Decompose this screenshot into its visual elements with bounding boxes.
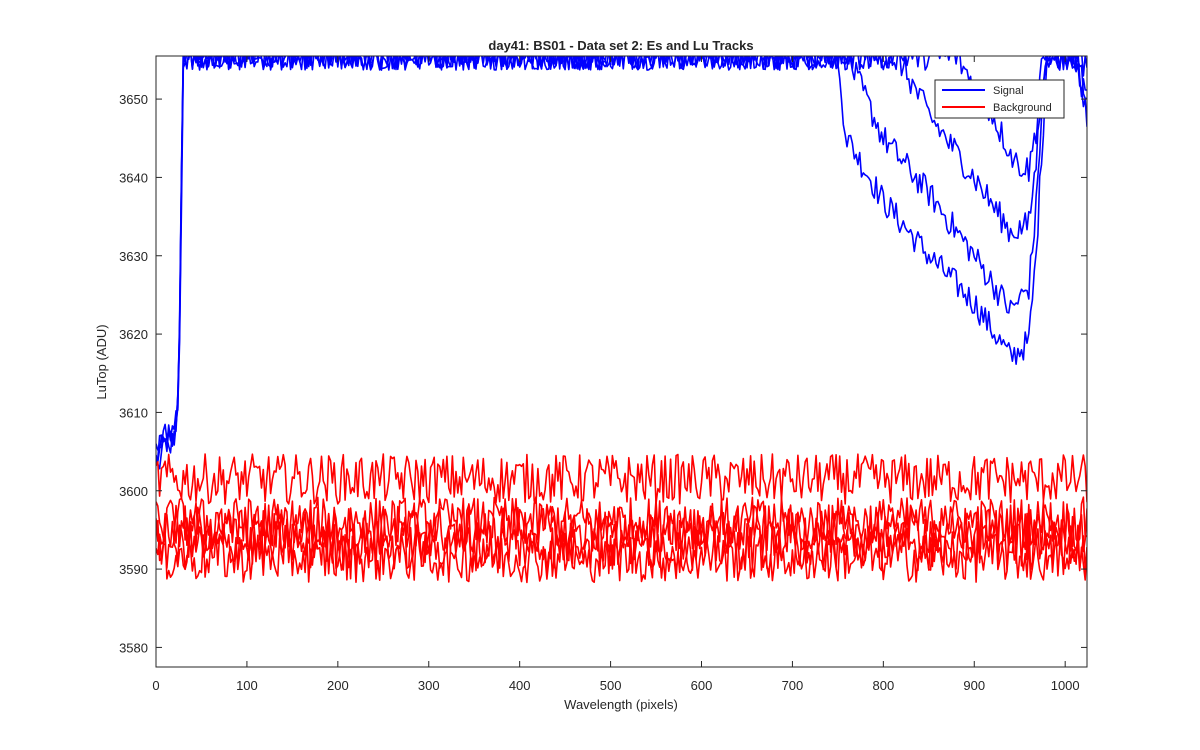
x-tick-label: 500 xyxy=(600,678,622,693)
legend-label-background: Background xyxy=(993,102,1052,114)
background-series-line-8 xyxy=(156,531,1087,584)
signal-series-line-1 xyxy=(156,56,1087,451)
y-tick-label: 3630 xyxy=(119,249,148,264)
y-tick-label: 3600 xyxy=(119,484,148,499)
x-tick-label: 600 xyxy=(691,678,713,693)
x-tick-label: 200 xyxy=(327,678,349,693)
y-tick-label: 3580 xyxy=(119,640,148,655)
y-tick-label: 3640 xyxy=(119,170,148,185)
y-tick-label: 3620 xyxy=(119,327,148,342)
signal-series-line-3 xyxy=(156,56,1087,465)
x-tick-label: 700 xyxy=(782,678,804,693)
y-tick-label: 3610 xyxy=(119,405,148,420)
x-axis-label: Wavelength (pixels) xyxy=(564,697,678,712)
background-series-line-5 xyxy=(156,496,1087,548)
background-series-line-4 xyxy=(156,453,1087,505)
x-tick-label: 1000 xyxy=(1051,678,1080,693)
x-tick-label: 300 xyxy=(418,678,440,693)
y-axis-label: LuTop (ADU) xyxy=(94,324,109,399)
background-series-line-6 xyxy=(156,504,1087,556)
y-axis: 3580 3590 3600 3610 3620 3630 3640 3650 xyxy=(119,92,1087,655)
y-tick-label: 3590 xyxy=(119,562,148,577)
chart-title: day41: BS01 - Data set 2: Es and Lu Trac… xyxy=(488,38,753,53)
plot-frame xyxy=(155,55,1088,668)
x-tick-label: 0 xyxy=(152,678,159,693)
x-tick-label: 900 xyxy=(963,678,985,693)
legend: Signal Background xyxy=(934,79,1065,119)
legend-box xyxy=(934,79,1065,119)
plot-area xyxy=(156,56,1087,667)
x-tick-label: 100 xyxy=(236,678,258,693)
legend-label-signal: Signal xyxy=(993,85,1024,97)
x-tick-label: 400 xyxy=(509,678,531,693)
x-tick-label: 800 xyxy=(872,678,894,693)
x-axis: 0 100 200 300 400 500 600 700 800 900 1000 xyxy=(152,56,1080,693)
y-tick-label: 3650 xyxy=(119,92,148,107)
